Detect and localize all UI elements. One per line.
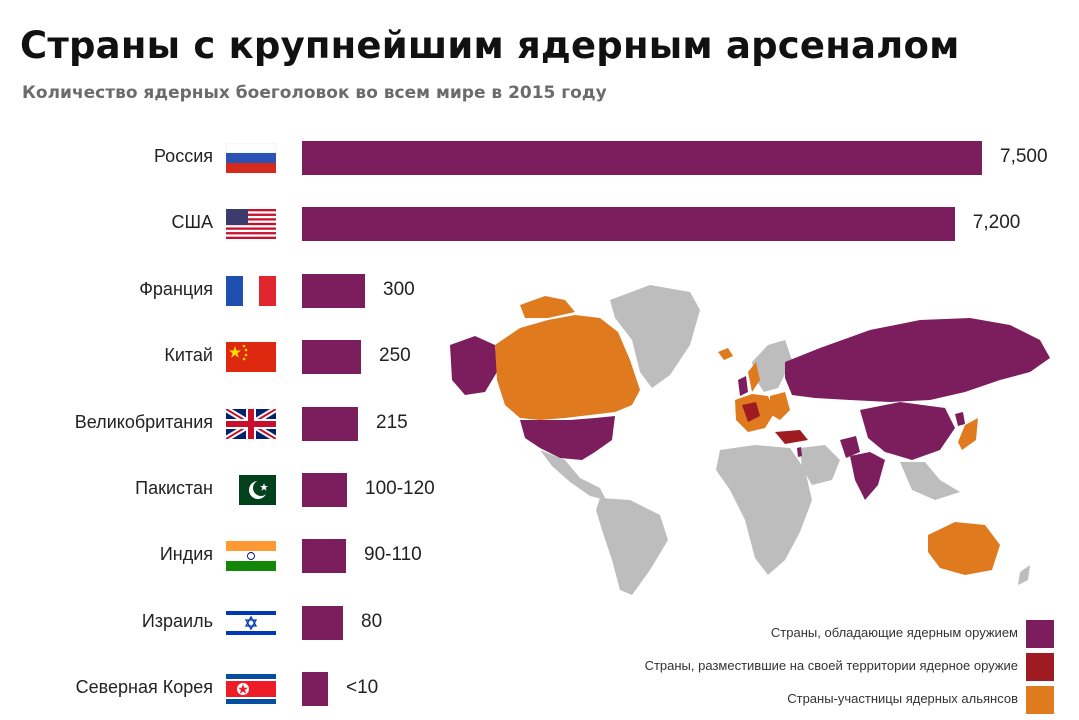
- data-label: 7,200: [972, 212, 1021, 234]
- map-north-korea: [955, 412, 965, 426]
- map-canada-islands: [520, 296, 575, 318]
- bar: [302, 672, 328, 707]
- bar: [302, 605, 343, 640]
- pakistan-flag-icon: [226, 475, 276, 505]
- data-label: 80: [361, 610, 383, 632]
- map-australia: [928, 522, 1000, 575]
- map-scandinavia: [752, 340, 792, 392]
- map-russia: [785, 318, 1050, 402]
- map-alaska: [450, 336, 497, 395]
- russia-flag-icon: [226, 143, 276, 173]
- map-southeast-asia: [900, 462, 960, 500]
- legend-label: Страны-участницы ядерных альянсов: [787, 691, 1018, 706]
- data-label: 7,500: [1000, 146, 1048, 167]
- data-label: 300: [383, 278, 415, 300]
- india-flag-icon: [226, 541, 276, 572]
- bar-row: Китай 250: [0, 337, 1079, 377]
- bar-row: Индия 90-110: [0, 536, 1079, 576]
- uk-flag-icon: [226, 408, 276, 439]
- map-middle-east: [800, 445, 840, 485]
- map-pakistan: [840, 436, 860, 458]
- map-norway: [748, 362, 760, 392]
- legend-swatch: [1026, 686, 1054, 714]
- israel-flag-icon: [226, 607, 276, 638]
- bar-row: Россия 7,500: [0, 138, 1079, 178]
- map-japan: [958, 418, 978, 450]
- map-mexico: [540, 450, 606, 500]
- map-turkey: [775, 430, 808, 444]
- map-canada: [495, 315, 640, 420]
- bar-row: Франция 300: [0, 271, 1079, 311]
- legend-swatch: [1026, 620, 1054, 648]
- bar-row: Северная Корея <10: [0, 669, 1079, 709]
- chart-subtitle: Количество ядерных боеголовок во всем ми…: [22, 83, 607, 103]
- map-india: [850, 452, 885, 500]
- data-label: <10: [346, 677, 379, 699]
- map-africa: [716, 445, 812, 575]
- bar-row: Израиль 80: [0, 603, 1079, 643]
- map-europe-east: [770, 392, 790, 420]
- bar: [302, 273, 365, 308]
- usa-flag-icon: [226, 209, 276, 240]
- legend-label: Страны, разместившие на своей территории…: [644, 658, 1018, 673]
- legend-label: Страны, обладающие ядерным оружием: [770, 625, 1018, 640]
- north-korea-flag-icon: [226, 674, 276, 705]
- category-label: Израиль: [141, 610, 213, 631]
- legend-swatch: [1026, 653, 1054, 681]
- data-label: 250: [379, 345, 411, 367]
- bar: [302, 340, 361, 375]
- category-label: Великобритания: [74, 411, 213, 432]
- bar: [302, 539, 346, 574]
- map-israel: [797, 447, 802, 457]
- chart-title: Страны с крупнейшим ядерным арсеналом: [20, 24, 960, 67]
- map-iceland: [718, 348, 733, 360]
- category-label: Россия: [153, 146, 213, 166]
- map-new-zealand: [1018, 565, 1030, 585]
- bar: [302, 207, 955, 242]
- map-europe-hosting: [742, 402, 760, 422]
- bar-row: Великобритания 215: [0, 404, 1079, 444]
- data-label: 100-120: [365, 478, 435, 499]
- map-usa: [520, 416, 615, 460]
- bar: [302, 406, 358, 441]
- category-label: Пакистан: [135, 478, 213, 498]
- data-label: 90-110: [364, 544, 422, 566]
- category-label: США: [171, 212, 213, 233]
- category-label: Франция: [139, 278, 213, 299]
- china-flag-icon: [226, 342, 276, 373]
- map-china: [860, 402, 955, 460]
- map-south-america: [596, 498, 668, 595]
- category-label: Индия: [159, 544, 213, 565]
- data-label: 215: [376, 411, 408, 433]
- bar: [302, 141, 982, 175]
- france-flag-icon: [226, 275, 276, 306]
- category-label: Северная Корея: [75, 677, 213, 698]
- bar-row: Пакистан 100-120: [0, 470, 1079, 510]
- map-greenland: [610, 285, 700, 388]
- bar: [302, 473, 347, 507]
- bar-row: США 7,200: [0, 204, 1079, 244]
- map-uk: [738, 376, 748, 396]
- category-label: Китай: [164, 345, 213, 366]
